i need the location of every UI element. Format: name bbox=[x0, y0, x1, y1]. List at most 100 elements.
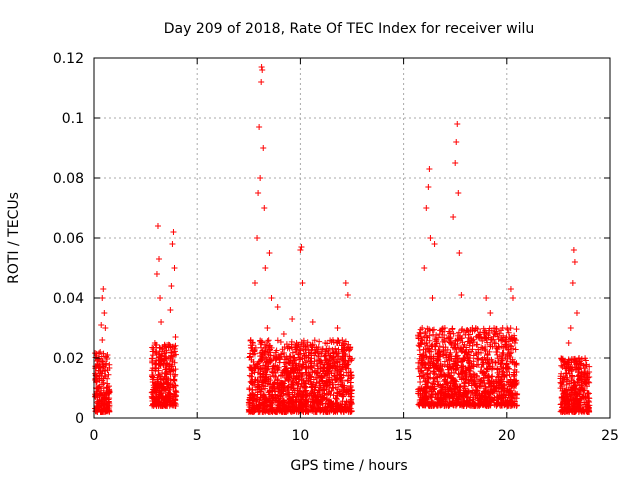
data-point bbox=[275, 392, 282, 399]
data-point bbox=[163, 347, 170, 354]
data-point bbox=[97, 370, 104, 376]
data-point bbox=[511, 339, 518, 346]
data-point bbox=[427, 385, 434, 392]
data-point bbox=[565, 340, 572, 346]
data-point bbox=[166, 382, 173, 388]
data-point bbox=[316, 372, 323, 379]
data-point bbox=[429, 343, 436, 350]
data-point bbox=[309, 407, 316, 414]
data-point bbox=[454, 340, 461, 347]
data-point bbox=[558, 383, 565, 390]
data-point bbox=[172, 342, 179, 349]
data-point bbox=[502, 336, 509, 343]
data-point bbox=[348, 386, 355, 393]
data-point bbox=[304, 343, 311, 350]
data-point bbox=[458, 292, 465, 298]
data-point bbox=[340, 393, 347, 400]
data-point bbox=[272, 349, 279, 356]
data-point bbox=[416, 329, 423, 336]
data-point bbox=[575, 388, 582, 395]
data-point bbox=[424, 400, 431, 406]
data-point bbox=[303, 393, 310, 400]
data-point bbox=[505, 400, 512, 406]
data-point bbox=[474, 387, 481, 394]
data-point bbox=[162, 402, 169, 409]
data-point bbox=[504, 355, 511, 362]
data-point bbox=[152, 349, 159, 356]
data-point bbox=[458, 396, 465, 403]
data-point bbox=[452, 360, 459, 367]
data-point bbox=[484, 351, 491, 358]
y-tick-label: 0.1 bbox=[62, 111, 84, 127]
data-point bbox=[470, 394, 477, 401]
data-point bbox=[492, 359, 499, 366]
data-point bbox=[331, 372, 338, 379]
data-point bbox=[498, 352, 505, 359]
data-point bbox=[468, 382, 475, 389]
data-point bbox=[152, 361, 159, 368]
data-point bbox=[260, 145, 267, 151]
data-point bbox=[291, 354, 298, 361]
data-point bbox=[569, 356, 576, 363]
data-point bbox=[303, 370, 310, 377]
data-point bbox=[299, 371, 306, 378]
data-point bbox=[158, 319, 165, 325]
data-point bbox=[492, 328, 499, 335]
x-axis-label: GPS time / hours bbox=[290, 458, 407, 474]
data-point bbox=[576, 355, 583, 361]
data-point bbox=[420, 386, 427, 393]
data-point bbox=[434, 357, 441, 364]
data-point bbox=[452, 402, 459, 409]
data-point bbox=[348, 407, 355, 414]
data-point bbox=[446, 339, 453, 346]
data-point bbox=[417, 394, 424, 401]
data-point bbox=[100, 350, 107, 357]
data-point bbox=[163, 399, 170, 406]
data-point bbox=[496, 344, 503, 351]
data-point bbox=[164, 385, 171, 392]
data-point bbox=[295, 374, 302, 381]
data-point bbox=[456, 401, 463, 408]
data-point bbox=[291, 391, 298, 398]
data-point bbox=[475, 332, 482, 339]
data-point bbox=[288, 344, 295, 351]
data-point bbox=[432, 346, 439, 353]
data-point bbox=[456, 250, 463, 256]
data-point bbox=[576, 382, 583, 389]
data-point bbox=[250, 399, 257, 406]
data-point bbox=[157, 358, 164, 365]
data-point bbox=[470, 370, 477, 377]
data-point bbox=[508, 343, 515, 350]
x-tick-label: 25 bbox=[601, 428, 619, 444]
data-point bbox=[425, 375, 432, 382]
data-point bbox=[419, 325, 426, 331]
data-point bbox=[263, 359, 270, 366]
data-point bbox=[505, 329, 512, 336]
data-point bbox=[479, 361, 486, 368]
data-point bbox=[150, 384, 157, 391]
data-point bbox=[266, 388, 273, 395]
data-point bbox=[573, 403, 580, 410]
data-point bbox=[417, 351, 424, 358]
data-point bbox=[466, 331, 473, 338]
data-point bbox=[261, 392, 268, 399]
data-point bbox=[448, 391, 455, 398]
data-point bbox=[333, 350, 340, 357]
data-point bbox=[472, 401, 479, 408]
data-point bbox=[454, 121, 461, 127]
data-point bbox=[498, 399, 505, 406]
data-point bbox=[278, 351, 285, 358]
data-point bbox=[452, 337, 459, 344]
data-point bbox=[149, 372, 156, 379]
data-point bbox=[303, 399, 310, 406]
data-point bbox=[337, 375, 344, 382]
data-point bbox=[250, 351, 257, 358]
data-point bbox=[477, 395, 484, 402]
data-point bbox=[462, 365, 469, 372]
data-point bbox=[99, 337, 106, 343]
data-point bbox=[326, 397, 333, 404]
data-point bbox=[511, 366, 518, 373]
data-point bbox=[309, 319, 316, 325]
data-point bbox=[329, 346, 336, 353]
